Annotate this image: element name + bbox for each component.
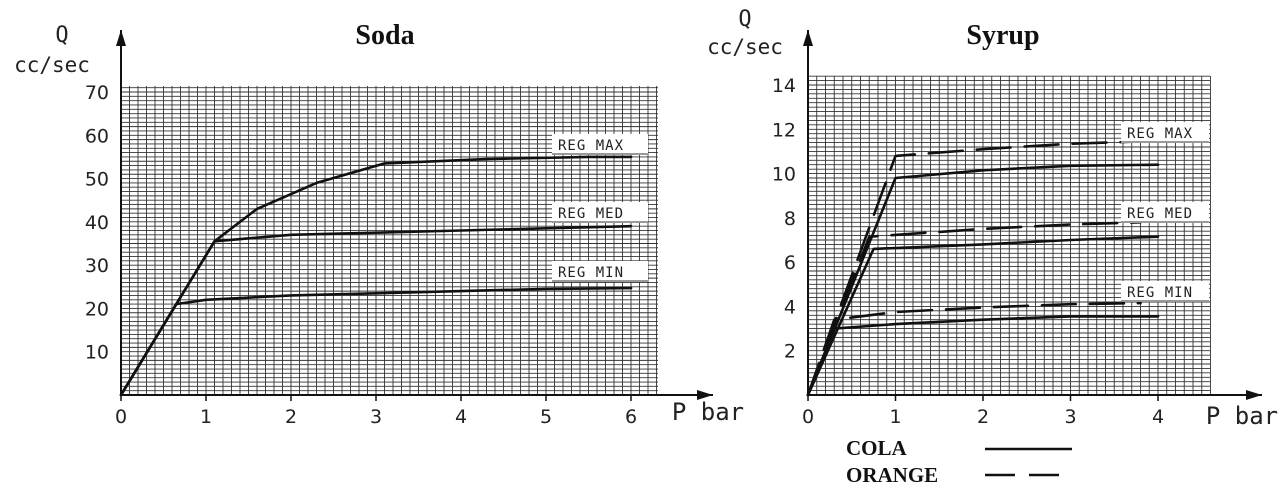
syrup-legend: COLA ORANGE <box>846 436 1072 487</box>
soda-tick-labels: 0 1 2 3 4 5 6 10 20 30 40 50 60 70 <box>85 82 637 428</box>
syrup-y-tick-label: 10 <box>772 164 796 186</box>
soda-y-axis-arrow <box>116 30 126 46</box>
syrup-y-axis-unit: cc/sec <box>707 35 783 59</box>
syrup-x-axis-label: P bar <box>1206 402 1278 430</box>
soda-y-tick-label: 40 <box>85 212 109 234</box>
syrup-series-reg-min-orange <box>806 301 1142 397</box>
syrup-region-label-bg <box>1121 122 1209 143</box>
syrup-y-axis-label-q: Q <box>738 7 751 32</box>
syrup-y-tick-label: 6 <box>784 252 796 274</box>
legend-label-orange: ORANGE <box>846 463 938 487</box>
soda-grid <box>120 86 658 396</box>
soda-x-tick-label: 5 <box>540 406 552 428</box>
soda-title: Soda <box>355 20 414 51</box>
syrup-x-axis-arrow <box>1246 390 1262 400</box>
soda-region-label-reg-med: REG MED <box>558 206 624 222</box>
soda-region-label-bg <box>552 261 648 282</box>
soda-series-reg-med <box>119 224 633 397</box>
soda-region-labels: REG MAX REG MED REG MIN <box>552 134 648 282</box>
soda-axes <box>116 30 713 400</box>
soda-x-tick-label: 3 <box>370 406 382 428</box>
syrup-y-tick-label: 2 <box>784 341 796 363</box>
syrup-series-reg-min-cola <box>806 315 1160 397</box>
soda-region-label-bg <box>552 202 648 223</box>
soda-region-label-reg-max: REG MAX <box>558 138 624 154</box>
soda-y-tick-label: 50 <box>85 169 109 191</box>
syrup-region-labels: REG MAX REG MED REG MIN <box>1121 122 1209 302</box>
syrup-y-tick-label: 8 <box>784 208 796 230</box>
soda-y-tick-label: 20 <box>85 298 109 320</box>
syrup-series-reg-max-cola <box>806 163 1160 397</box>
syrup-x-tick-label: 1 <box>889 406 901 428</box>
soda-y-axis-unit: cc/sec <box>14 53 90 77</box>
syrup-y-axis-arrow <box>803 30 813 46</box>
syrup-axes <box>803 30 1262 400</box>
legend-label-cola: COLA <box>846 436 908 460</box>
syrup-x-tick-label: 3 <box>1064 406 1076 428</box>
soda-region-label-bg <box>552 134 648 155</box>
soda-y-tick-label: 30 <box>85 255 109 277</box>
syrup-x-tick-label: 0 <box>802 406 814 428</box>
syrup-series-reg-med-orange <box>806 221 1142 397</box>
soda-y-axis-label-q: Q <box>55 23 68 48</box>
soda-x-axis-label: P bar <box>672 398 744 426</box>
soda-x-tick-label: 2 <box>285 406 297 428</box>
syrup-series-reg-max-orange <box>806 140 1142 397</box>
soda-series-reg-min <box>119 286 633 397</box>
syrup-y-tick-label: 12 <box>772 119 796 141</box>
soda-region-label-reg-min: REG MIN <box>558 265 624 281</box>
soda-x-tick-label: 0 <box>115 406 127 428</box>
soda-series <box>119 155 633 397</box>
syrup-region-label-bg <box>1121 281 1209 302</box>
syrup-region-label-reg-med: REG MED <box>1127 206 1193 222</box>
soda-x-tick-label: 6 <box>625 406 637 428</box>
soda-series-reg-max <box>119 155 633 397</box>
soda-y-tick-label: 10 <box>85 342 109 364</box>
syrup-series-reg-med-cola <box>806 235 1160 397</box>
syrup-x-tick-label: 2 <box>977 406 989 428</box>
soda-x-tick-label: 4 <box>455 406 467 428</box>
syrup-region-label-reg-min: REG MIN <box>1127 285 1193 301</box>
syrup-y-tick-label: 4 <box>784 296 796 318</box>
syrup-y-tick-label: 14 <box>772 75 796 97</box>
syrup-title: Syrup <box>966 20 1039 51</box>
soda-y-tick-label: 60 <box>85 125 109 147</box>
syrup-x-tick-label: 4 <box>1152 406 1164 428</box>
syrup-region-label-bg <box>1121 202 1209 223</box>
syrup-series <box>806 140 1160 397</box>
syrup-region-label-reg-max: REG MAX <box>1127 126 1193 142</box>
soda-y-tick-label: 70 <box>85 82 109 104</box>
soda-x-axis-arrow <box>697 390 713 400</box>
soda-x-tick-label: 1 <box>200 406 212 428</box>
